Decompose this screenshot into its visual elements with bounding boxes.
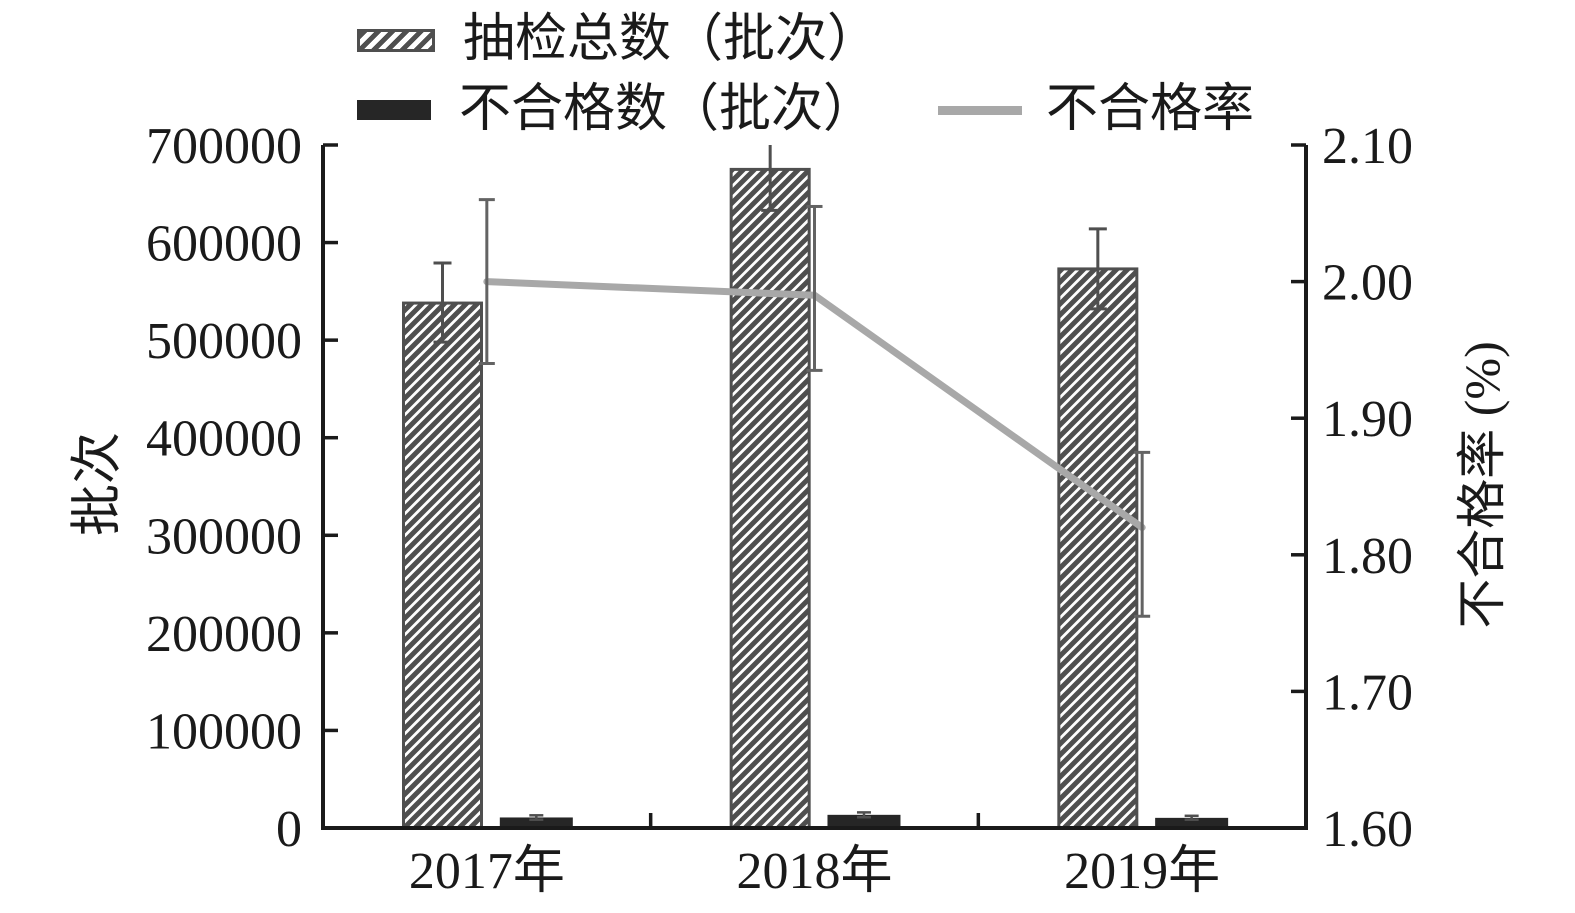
defect-bar-2017年 bbox=[499, 817, 573, 828]
right-tick-label: 2.00 bbox=[1322, 255, 1413, 312]
left-tick-label: 100000 bbox=[146, 703, 302, 760]
line-swatch-icon bbox=[938, 105, 1022, 115]
total-bar-2018年 bbox=[729, 167, 811, 830]
legend-label-total: 抽检总数（批次） bbox=[463, 11, 880, 68]
x-axis-label-2018年: 2018年 bbox=[736, 843, 892, 900]
total-bar-2019年 bbox=[1057, 267, 1139, 830]
bar-error-bars bbox=[433, 145, 1199, 821]
right-tick-label: 2.10 bbox=[1322, 118, 1413, 175]
x-axis-label-2017年: 2017年 bbox=[409, 843, 565, 900]
total-bar-2017年 bbox=[402, 301, 484, 830]
total-bars bbox=[402, 167, 1139, 830]
hatched-swatch-icon bbox=[357, 28, 435, 52]
right-axis-title: 不合格率 (%) bbox=[1454, 341, 1510, 629]
legend-label-rate: 不合格率 bbox=[1046, 81, 1255, 138]
x-axis-label-2019年: 2019年 bbox=[1064, 843, 1220, 900]
legend-label-defect: 不合格数（批次） bbox=[459, 81, 876, 138]
left-tick-label: 400000 bbox=[146, 411, 302, 468]
right-tick-label: 1.60 bbox=[1322, 801, 1413, 858]
legend-item-total: 抽检总数（批次） bbox=[357, 10, 879, 70]
left-tick-label: 600000 bbox=[146, 216, 302, 273]
legend-item-rate: 不合格率 bbox=[938, 80, 1254, 140]
rate-error-bars bbox=[478, 198, 1151, 618]
defect-bar-2018年 bbox=[827, 814, 901, 828]
axes: 700000 600000 500000 400000 300000 200000 1000… bbox=[146, 118, 1413, 900]
left-tick-label: 300000 bbox=[146, 508, 302, 565]
left-tick-label: 0 bbox=[276, 801, 302, 858]
right-tick-label: 1.80 bbox=[1322, 528, 1413, 585]
defect-bars bbox=[499, 814, 1229, 828]
right-tick-label: 1.70 bbox=[1322, 664, 1413, 721]
defect-bar-2019年 bbox=[1155, 817, 1229, 828]
left-tick-label: 700000 bbox=[146, 118, 302, 175]
left-tick-label: 500000 bbox=[146, 313, 302, 370]
left-axis-title: 批次 bbox=[69, 431, 127, 537]
left-tick-label: 200000 bbox=[146, 606, 302, 663]
solid-swatch-icon bbox=[357, 100, 431, 120]
right-tick-label: 1.90 bbox=[1322, 391, 1413, 448]
legend-item-defect: 不合格数（批次） bbox=[357, 80, 875, 140]
